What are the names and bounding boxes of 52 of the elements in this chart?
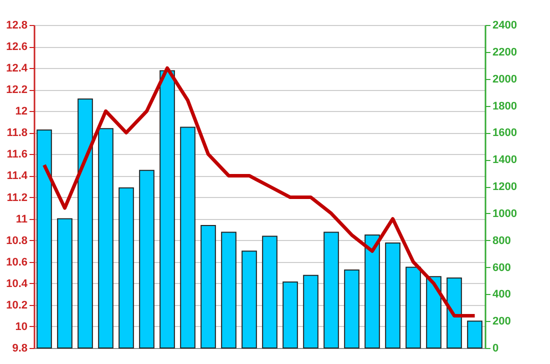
- y2-tick-label: 1800: [492, 100, 517, 112]
- bar: [180, 126, 196, 348]
- y2-tick-label: 1400: [492, 154, 517, 166]
- y2-tick-label: 600: [492, 262, 511, 274]
- y2-tick-label: 200: [492, 316, 511, 328]
- y-tick-label: 11.6: [6, 148, 28, 161]
- y-tick-label: 11.8: [6, 127, 28, 140]
- y2-tick-label: 0: [492, 342, 499, 354]
- bar: [446, 278, 462, 348]
- bar: [303, 274, 318, 348]
- y-tick-label: 12: [15, 106, 28, 118]
- bar: [36, 129, 52, 348]
- y-tick-label: 11.2: [6, 192, 28, 204]
- bar: [344, 269, 360, 348]
- y-tick-label: 10.2: [6, 299, 28, 312]
- line-series: [42, 66, 476, 318]
- bar: [57, 218, 72, 348]
- y-tick-label: 12.6: [6, 41, 28, 54]
- bar: [467, 320, 482, 348]
- y-tick-label: 9.8: [12, 342, 28, 354]
- y-tick-label: 12.8: [6, 20, 28, 32]
- y-tick-label: 12.4: [6, 62, 28, 75]
- bar: [221, 232, 236, 348]
- y-tick-label: 11: [16, 213, 28, 226]
- bar: [282, 282, 298, 348]
- y2-tick-label: 1200: [492, 181, 517, 193]
- y-tick-label: 10.8: [6, 234, 28, 247]
- y-tick-label: 10.6: [6, 256, 28, 268]
- y2-tick-label: 2200: [492, 46, 517, 58]
- y2-tick-label: 400: [492, 288, 511, 301]
- bar: [364, 234, 380, 348]
- bar: [118, 187, 134, 348]
- bar: [242, 250, 257, 348]
- bar: [160, 70, 175, 348]
- y-tick-label: 11.4: [6, 170, 28, 182]
- y2-tick-label: 2400: [492, 20, 517, 32]
- bar: [426, 276, 442, 348]
- bar: [78, 98, 93, 348]
- bar: [200, 225, 216, 348]
- bar: [385, 242, 400, 348]
- y2-tick-label: 1000: [492, 208, 517, 220]
- y-tick-label: 12.2: [6, 84, 28, 96]
- bar: [98, 128, 114, 348]
- bar: [139, 170, 154, 348]
- bar: [324, 232, 339, 348]
- y2-tick-label: 1600: [492, 127, 517, 140]
- bar: [406, 266, 421, 348]
- y-tick-label: 10.4: [6, 278, 28, 290]
- y2-tick-label: 800: [492, 234, 511, 247]
- y2-tick-label: 2000: [492, 73, 517, 86]
- y-tick-label: 10: [15, 320, 28, 333]
- bar: [262, 236, 278, 348]
